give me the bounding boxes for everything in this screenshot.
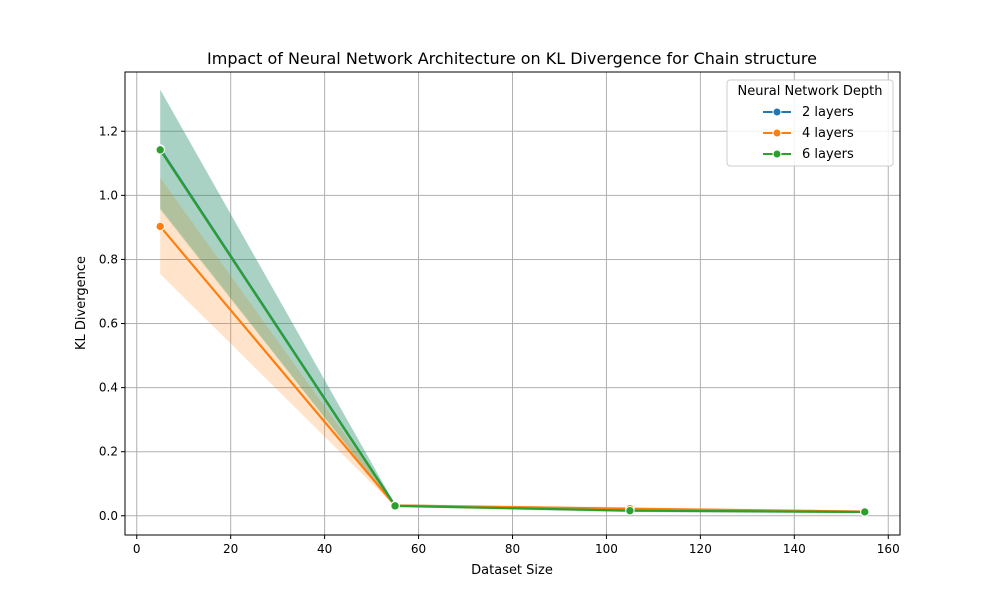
x-tick-label: 100	[595, 542, 618, 556]
data-point	[390, 501, 400, 511]
data-point	[155, 221, 165, 232]
data-point	[155, 145, 165, 155]
series-lines	[159, 148, 865, 514]
y-tick-label: 0.6	[99, 317, 118, 331]
x-axis-ticks: 0 20 40 60 80 100 120 140 160	[133, 535, 900, 556]
y-tick-label: 0.4	[99, 381, 118, 395]
data-point	[625, 505, 635, 516]
legend-items: 2 layers 4 layers 6 layers	[763, 105, 854, 162]
legend-label: 4 layers	[802, 126, 854, 141]
grid	[125, 72, 900, 535]
legend-marker	[772, 107, 782, 117]
y-tick-label: 0.0	[99, 509, 118, 523]
legend-marker	[772, 149, 782, 159]
x-tick-label: 140	[783, 542, 806, 556]
x-axis-label: Dataset Size	[471, 563, 553, 578]
x-tick-label: 120	[689, 542, 712, 556]
chart-title: Impact of Neural Network Architecture on…	[207, 49, 817, 68]
legend-label: 6 layers	[802, 147, 854, 162]
confidence-band-1	[160, 89, 865, 514]
x-tick-label: 80	[505, 542, 520, 556]
y-tick-label: 1.2	[99, 124, 118, 138]
y-axis-label: KL Divergence	[74, 256, 89, 350]
confidence-band-3	[160, 89, 865, 514]
series-line-2	[159, 225, 865, 513]
x-tick-label: 40	[317, 542, 332, 556]
series-line-3	[159, 149, 865, 514]
y-tick-label: 0.8	[99, 252, 118, 266]
y-tick-label: 0.2	[99, 445, 118, 459]
legend-title: Neural Network Depth	[737, 84, 882, 99]
x-tick-label: 160	[877, 542, 900, 556]
x-tick-label: 0	[133, 542, 141, 556]
legend-label: 2 layers	[802, 105, 854, 120]
legend: Neural Network Depth 2 layers 4 layers 6 l…	[726, 79, 894, 167]
y-axis-ticks: 0.0 0.2 0.4 0.6 0.8 1.0 1.2	[99, 124, 125, 523]
y-tick-label: 1.0	[99, 188, 118, 202]
x-tick-label: 20	[223, 542, 238, 556]
data-point	[860, 507, 870, 517]
confidence-band-2	[160, 177, 865, 513]
confidence-bands	[160, 89, 865, 514]
x-tick-label: 60	[411, 542, 426, 556]
legend-marker	[772, 128, 782, 138]
series-markers	[155, 144, 870, 517]
legend-box	[726, 79, 894, 167]
